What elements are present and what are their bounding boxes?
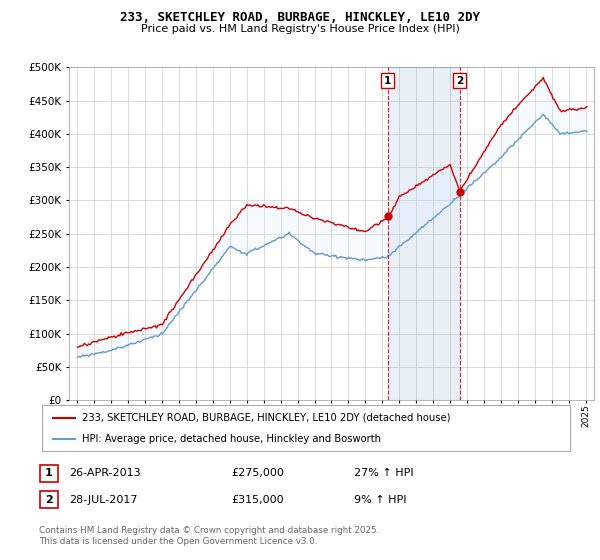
Bar [388, 67, 460, 400]
Text: 2: 2 [45, 494, 53, 505]
Text: 9% ↑ HPI: 9% ↑ HPI [354, 494, 407, 505]
Text: 1: 1 [384, 76, 391, 86]
Text: 1: 1 [45, 468, 53, 478]
Text: 28-JUL-2017: 28-JUL-2017 [69, 494, 137, 505]
Text: 27% ↑ HPI: 27% ↑ HPI [354, 468, 413, 478]
Text: 26-APR-2013: 26-APR-2013 [69, 468, 140, 478]
FancyBboxPatch shape [40, 465, 58, 482]
Text: Price paid vs. HM Land Registry's House Price Index (HPI): Price paid vs. HM Land Registry's House … [140, 24, 460, 34]
Text: £275,000: £275,000 [231, 468, 284, 478]
FancyBboxPatch shape [42, 405, 570, 451]
Text: £315,000: £315,000 [231, 494, 284, 505]
Text: 233, SKETCHLEY ROAD, BURBAGE, HINCKLEY, LE10 2DY (detached house): 233, SKETCHLEY ROAD, BURBAGE, HINCKLEY, … [82, 413, 450, 423]
FancyBboxPatch shape [40, 491, 58, 508]
Text: HPI: Average price, detached house, Hinckley and Bosworth: HPI: Average price, detached house, Hinc… [82, 435, 380, 444]
Text: Contains HM Land Registry data © Crown copyright and database right 2025.
This d: Contains HM Land Registry data © Crown c… [39, 526, 379, 546]
Text: 2: 2 [456, 76, 463, 86]
Text: 233, SKETCHLEY ROAD, BURBAGE, HINCKLEY, LE10 2DY: 233, SKETCHLEY ROAD, BURBAGE, HINCKLEY, … [120, 11, 480, 24]
